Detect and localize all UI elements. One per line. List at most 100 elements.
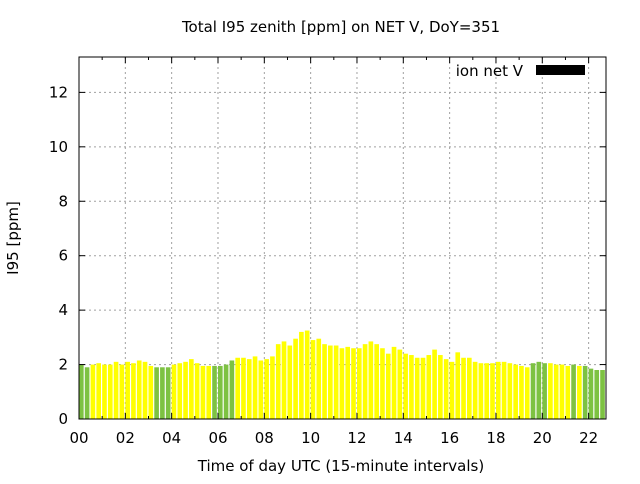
bar (472, 361, 478, 419)
bar (275, 344, 281, 419)
bar (148, 365, 154, 419)
x-tick-label: 02 (116, 429, 135, 447)
bar (577, 365, 582, 419)
bar (356, 348, 362, 419)
bar (403, 353, 408, 419)
bar (582, 365, 588, 419)
bar (432, 349, 437, 419)
bar (223, 364, 229, 419)
bars (79, 330, 605, 419)
bar (385, 353, 391, 419)
x-tick-label: 16 (440, 429, 459, 447)
bar (136, 360, 142, 419)
bar (542, 363, 547, 419)
y-tick-label: 10 (49, 138, 68, 156)
bar (125, 361, 130, 419)
bar (281, 341, 287, 419)
bar (507, 363, 513, 419)
grid (79, 57, 606, 419)
x-tick-label: 00 (69, 429, 88, 447)
y-tick-label: 12 (49, 83, 68, 101)
bar (287, 345, 293, 419)
bar (183, 361, 188, 419)
x-axis-ticks: 00 02 04 06 08 10 12 14 16 18 20 22 (69, 57, 598, 447)
bar (519, 365, 524, 419)
y-tick-label: 6 (58, 247, 68, 265)
bar (165, 367, 171, 419)
bar (194, 363, 200, 419)
plot-frame (78, 56, 607, 420)
bar (102, 364, 107, 419)
x-tick-label: 08 (255, 429, 274, 447)
bar (177, 363, 183, 419)
x-tick-label: 22 (579, 429, 598, 447)
bar (420, 357, 426, 419)
bar (409, 355, 414, 419)
y-tick-label: 4 (58, 301, 68, 319)
bar (304, 330, 310, 419)
bar (426, 355, 432, 419)
bar (438, 355, 443, 419)
bar (333, 345, 339, 419)
bar (217, 365, 223, 419)
chart-title: Total I95 zenith [ppm] on NET V, DoY=351 (181, 18, 500, 36)
y-tick-label: 0 (58, 410, 68, 428)
bar (594, 370, 600, 419)
legend-swatch (536, 65, 585, 75)
bar (171, 364, 177, 419)
bar (553, 364, 559, 419)
bar (449, 361, 455, 419)
x-tick-label: 06 (208, 429, 227, 447)
bar (142, 361, 148, 419)
bar (530, 363, 536, 419)
bar (397, 349, 403, 419)
x-tick-label: 10 (301, 429, 320, 447)
bar (107, 364, 113, 419)
bar (316, 338, 322, 419)
bar (160, 367, 165, 419)
bar (467, 357, 472, 419)
bar (131, 363, 136, 419)
bar (588, 368, 594, 419)
bar (270, 356, 275, 419)
bar (461, 357, 466, 419)
bar (495, 361, 501, 419)
bar (235, 357, 240, 419)
bar (90, 364, 96, 419)
bar (559, 364, 565, 419)
bar (391, 346, 397, 419)
bar (339, 348, 345, 419)
bar (246, 359, 252, 419)
bar (113, 361, 119, 419)
bar (484, 363, 490, 419)
bar (84, 367, 90, 419)
bar (455, 352, 461, 419)
bar (322, 344, 327, 419)
bar (414, 357, 420, 419)
bar (229, 360, 235, 419)
y-tick-label: 2 (58, 356, 68, 374)
bar (79, 364, 84, 419)
bar (119, 364, 125, 419)
legend-label: ion net V (456, 62, 524, 80)
bar (565, 365, 571, 419)
bar (264, 359, 269, 419)
bar (206, 365, 212, 419)
bar (548, 363, 553, 419)
x-tick-label: 04 (162, 429, 181, 447)
bar (478, 363, 484, 419)
bar (328, 345, 333, 419)
bar (345, 346, 351, 419)
bar (351, 348, 356, 419)
bar (362, 344, 368, 419)
bar (258, 360, 264, 419)
bar (490, 363, 495, 419)
bar (374, 344, 379, 419)
bar (443, 359, 449, 419)
bar (293, 338, 298, 419)
bar (571, 364, 576, 419)
x-tick-label: 14 (394, 429, 413, 447)
x-tick-label: 12 (347, 429, 366, 447)
bar (212, 365, 217, 419)
